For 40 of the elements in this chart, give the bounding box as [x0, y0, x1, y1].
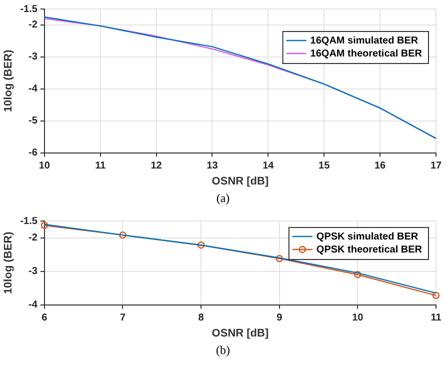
- x-tick-label: 8: [198, 312, 204, 324]
- x-tick-label: 9: [276, 312, 283, 324]
- x-tick-label: 13: [206, 160, 218, 172]
- point: [119, 231, 126, 239]
- y-tick-label: -4: [28, 84, 38, 95]
- x-tick-label: 17: [430, 160, 442, 172]
- text: (a): [215, 190, 231, 207]
- legend-label: QPSK simulated BER: [316, 231, 419, 242]
- x-axis-title: OSNR [dB]: [212, 175, 269, 188]
- x-tick-label: 15: [318, 160, 330, 172]
- legend-label: 16QAM simulated BER: [310, 35, 419, 46]
- x-tick-label: 14: [262, 160, 274, 172]
- legend-label: 16QAM theoretical BER: [310, 48, 423, 60]
- legend-label: QPSK theoretical BER: [316, 244, 423, 256]
- point: [354, 271, 362, 278]
- y-tick-label: -3: [28, 52, 38, 63]
- y-tick-label: -5: [28, 116, 38, 127]
- y-tick-label: -2: [28, 232, 38, 244]
- y-tick-label: -3: [28, 266, 38, 278]
- y-tick-label: -6: [28, 148, 38, 159]
- point: [432, 292, 440, 300]
- y-tick-label: -1.5: [20, 4, 38, 15]
- x-tick-label: 11: [430, 312, 442, 324]
- x-tick-label: 6: [42, 312, 48, 324]
- x-axis-title: OSNR [dB]: [212, 327, 269, 340]
- text: (b): [215, 342, 231, 359]
- x-tick-label: 10: [352, 312, 364, 324]
- x-tick-label: 12: [150, 160, 162, 172]
- y-tick-label: -2: [28, 20, 38, 31]
- x-tick-label: 10: [38, 160, 50, 172]
- point: [276, 254, 283, 262]
- y-axis-title: 10log (BER): [2, 49, 15, 112]
- y-tick-label: -4: [28, 300, 38, 311]
- x-tick-label: 11: [95, 160, 106, 172]
- x-tick-label: 7: [120, 312, 126, 324]
- point: [197, 242, 205, 249]
- y-axis-title: 10log (BER): [2, 231, 15, 294]
- point: [40, 222, 48, 229]
- x-tick-label: 16: [374, 160, 386, 172]
- y-tick-label: -1.5: [20, 216, 38, 227]
